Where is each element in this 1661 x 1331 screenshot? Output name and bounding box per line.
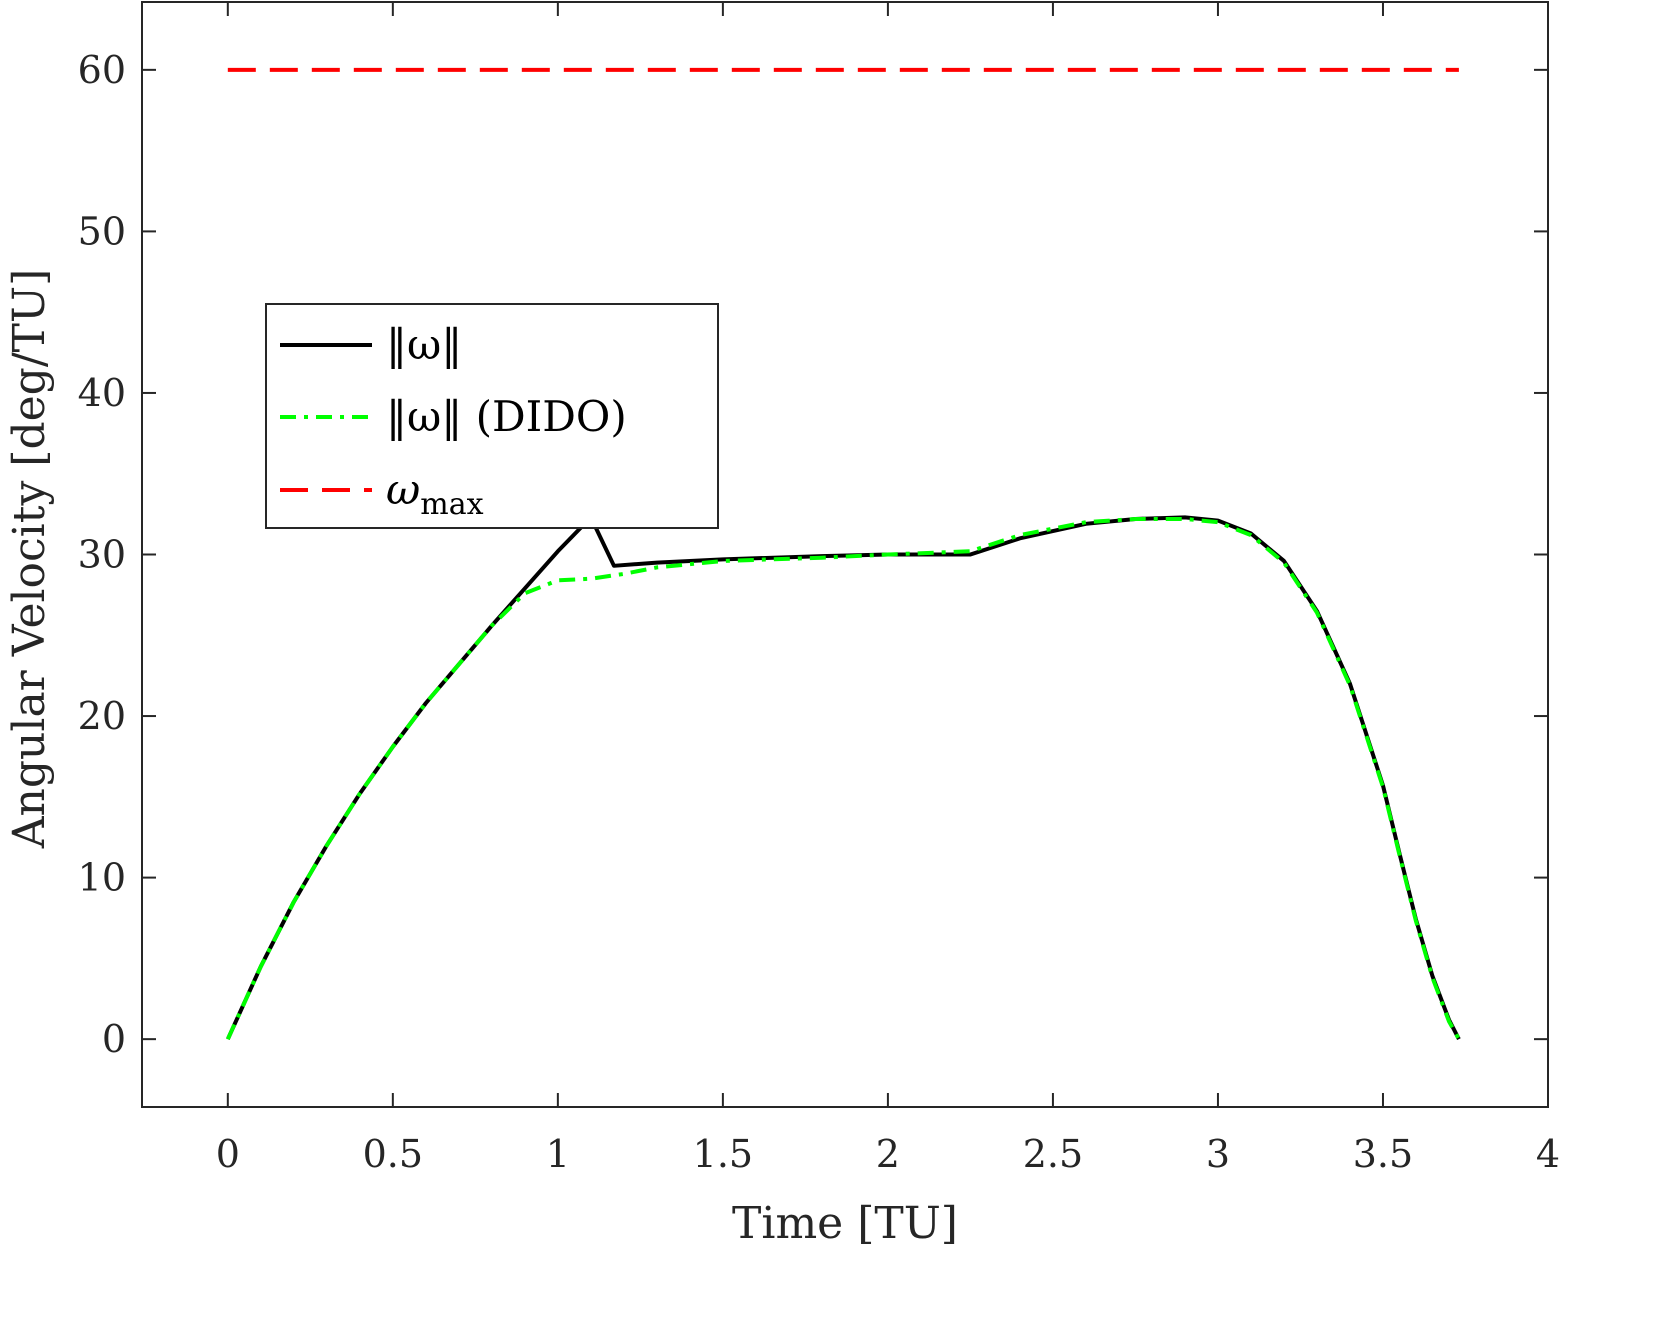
legend-label-norm-omega-dido: ‖ω‖ (DIDO) [386,392,627,441]
y-tick-label: 10 [78,856,126,900]
legend: ‖ω‖ ‖ω‖ (DIDO) ωmax [265,303,719,529]
x-tick-label: 2 [876,1132,900,1176]
x-tick-label: 0 [216,1132,240,1176]
legend-label-omega-max-subscript: max [420,487,483,522]
legend-label-norm-omega: ‖ω‖ [386,320,462,369]
y-tick-label: 0 [102,1017,126,1061]
y-tick-label: 50 [78,209,126,253]
y-tick-label: 40 [78,371,126,415]
y-tick-label: 60 [78,48,126,92]
x-tick-label: 4 [1536,1132,1560,1176]
x-axis-ticks: 0 0.5 1 1.5 2 2.5 3 3.5 4 [216,2,1560,1176]
y-axis-label: Angular Velocity [deg/TU] [4,269,55,849]
x-tick-label: 1.5 [693,1132,753,1176]
x-tick-label: 0.5 [363,1132,423,1176]
x-tick-label: 3.5 [1353,1132,1413,1176]
legend-label-omega-max-symbol: ω [386,465,420,514]
y-tick-label: 30 [78,533,126,577]
series-line-norm-omega-dido [225,516,1461,1041]
y-tick-label: 20 [78,694,126,738]
y-axis-ticks: 0 10 20 30 40 50 60 [78,48,1548,1061]
x-tick-label: 2.5 [1023,1132,1083,1176]
x-tick-label: 1 [546,1132,570,1176]
x-tick-label: 3 [1206,1132,1230,1176]
legend-label-omega-max: ωmax [386,465,484,522]
x-axis-label: Time [TU] [732,1198,958,1249]
series-layer [225,67,1461,1041]
